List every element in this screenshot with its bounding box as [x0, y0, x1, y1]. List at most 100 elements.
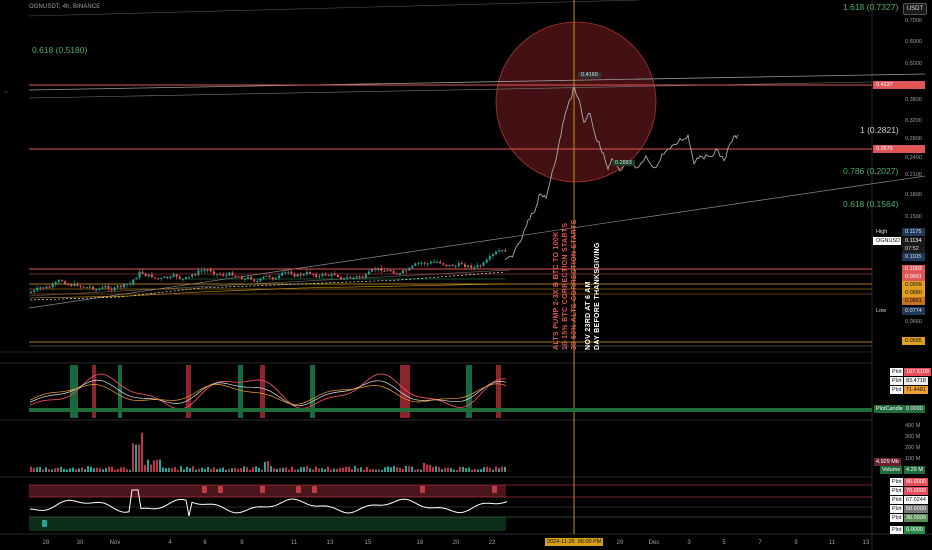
symbol-header[interactable]: OGNUSDT, 4h, BINANCE: [29, 4, 101, 10]
candle-body: [448, 264, 451, 267]
volume-bar: [123, 467, 125, 472]
candle-body: [265, 275, 268, 277]
plot-label: Plot: [890, 377, 904, 385]
dip-price-label: 0.2883: [612, 160, 635, 166]
time-tick: 13: [326, 540, 334, 546]
volume-bar: [141, 432, 143, 472]
volume-bar: [138, 444, 140, 472]
volume-small: 4.929 Mb: [874, 458, 901, 466]
candle-body: [119, 285, 122, 288]
candle-body: [57, 280, 60, 283]
candle-body: [445, 264, 448, 267]
volume-bar: [171, 468, 173, 472]
volume-bar: [216, 469, 218, 472]
sell-marker-icon: [296, 486, 301, 493]
volume-bar: [294, 469, 296, 472]
volume-bar: [36, 467, 38, 472]
volume-bar: [288, 469, 290, 472]
volume-bar: [66, 469, 68, 472]
volume-bar: [279, 468, 281, 472]
volume-bar: [180, 466, 182, 472]
high-value: 0.1175: [902, 228, 925, 236]
time-tick: 15: [364, 540, 372, 546]
price-tick: 0.5000: [905, 61, 922, 67]
candle-body: [231, 272, 234, 276]
volume-bar: [135, 444, 137, 472]
candle-body: [82, 286, 85, 288]
time-tick: 5: [722, 540, 726, 546]
candle-body: [250, 277, 253, 280]
price-tick: 0.0660: [905, 319, 922, 325]
candle-body: [296, 274, 299, 277]
oscillator-line: [29, 379, 507, 407]
volume-bar: [30, 466, 32, 472]
volume-bar: [33, 468, 35, 472]
volume-bar: [441, 469, 443, 472]
candle-body: [504, 250, 507, 252]
candle-body: [92, 286, 94, 290]
volume-bar: [177, 469, 179, 472]
candle-body: [488, 256, 491, 260]
candle-body: [271, 277, 274, 280]
fib-label: 0.618 (0.1564): [843, 199, 899, 209]
volume-bar: [51, 469, 53, 472]
moving-average-line: [29, 283, 506, 299]
candle-body: [95, 289, 98, 291]
trendline: [28, 81, 873, 99]
sell-marker-icon: [420, 486, 425, 493]
sell-marker-icon: [202, 486, 207, 493]
collapse-arrow-icon[interactable]: ‹›: [4, 90, 8, 96]
candle-body: [129, 283, 132, 285]
candle-body: [101, 287, 104, 289]
currency-button[interactable]: USDT: [903, 3, 927, 15]
plot-label: Plot: [890, 478, 904, 486]
time-tick: 8: [240, 540, 244, 546]
price-line: [504, 86, 739, 260]
candle-body: [200, 270, 203, 272]
volume-bar: [486, 466, 488, 472]
price-level-tag: 0.0909: [902, 281, 925, 289]
candle-body: [451, 264, 454, 267]
candle-body: [340, 277, 342, 280]
price-level-tag: 0.1105: [902, 253, 925, 261]
price-level-tag: 0.0991: [902, 273, 925, 281]
volume-bar: [255, 466, 257, 472]
fib-label: 1 (0.2821): [860, 125, 899, 135]
volume-bar: [222, 467, 224, 472]
volume-bar: [159, 459, 161, 472]
low-label: Low: [876, 308, 887, 314]
plot-label: Plot: [890, 505, 904, 513]
plot-value: 67.0244: [904, 496, 928, 504]
candle-body: [398, 272, 401, 275]
volume-bar: [357, 468, 359, 472]
candle-body: [346, 276, 349, 278]
volume-bar: [240, 468, 242, 472]
candle-body: [467, 265, 470, 268]
volume-bar: [75, 469, 77, 472]
candle-body: [479, 265, 482, 267]
low-value: 0.0774: [902, 307, 925, 315]
volume-bar: [462, 466, 464, 472]
volume-bar: [276, 469, 278, 472]
candle-body: [287, 271, 290, 273]
volume-bar: [489, 467, 491, 472]
candle-body: [225, 275, 228, 277]
candle-body: [33, 290, 36, 292]
volume-tick: 400 M: [905, 423, 921, 429]
candle-body: [343, 277, 346, 280]
candle-body: [197, 270, 200, 275]
rsi-pane: [29, 484, 872, 531]
volume-bar: [303, 467, 305, 472]
plot-value: 90.0000: [904, 478, 928, 486]
volume-bar: [423, 462, 425, 472]
volume-bar: [282, 467, 284, 472]
volume-bar: [93, 468, 95, 472]
volume-bar: [399, 467, 401, 472]
volume-bar: [186, 466, 188, 472]
time-tick: 9: [794, 540, 798, 546]
plot-value: 0.0000: [904, 526, 925, 534]
candle-body: [135, 277, 138, 280]
volume-bar: [183, 469, 185, 472]
volume-bar: [243, 466, 245, 472]
